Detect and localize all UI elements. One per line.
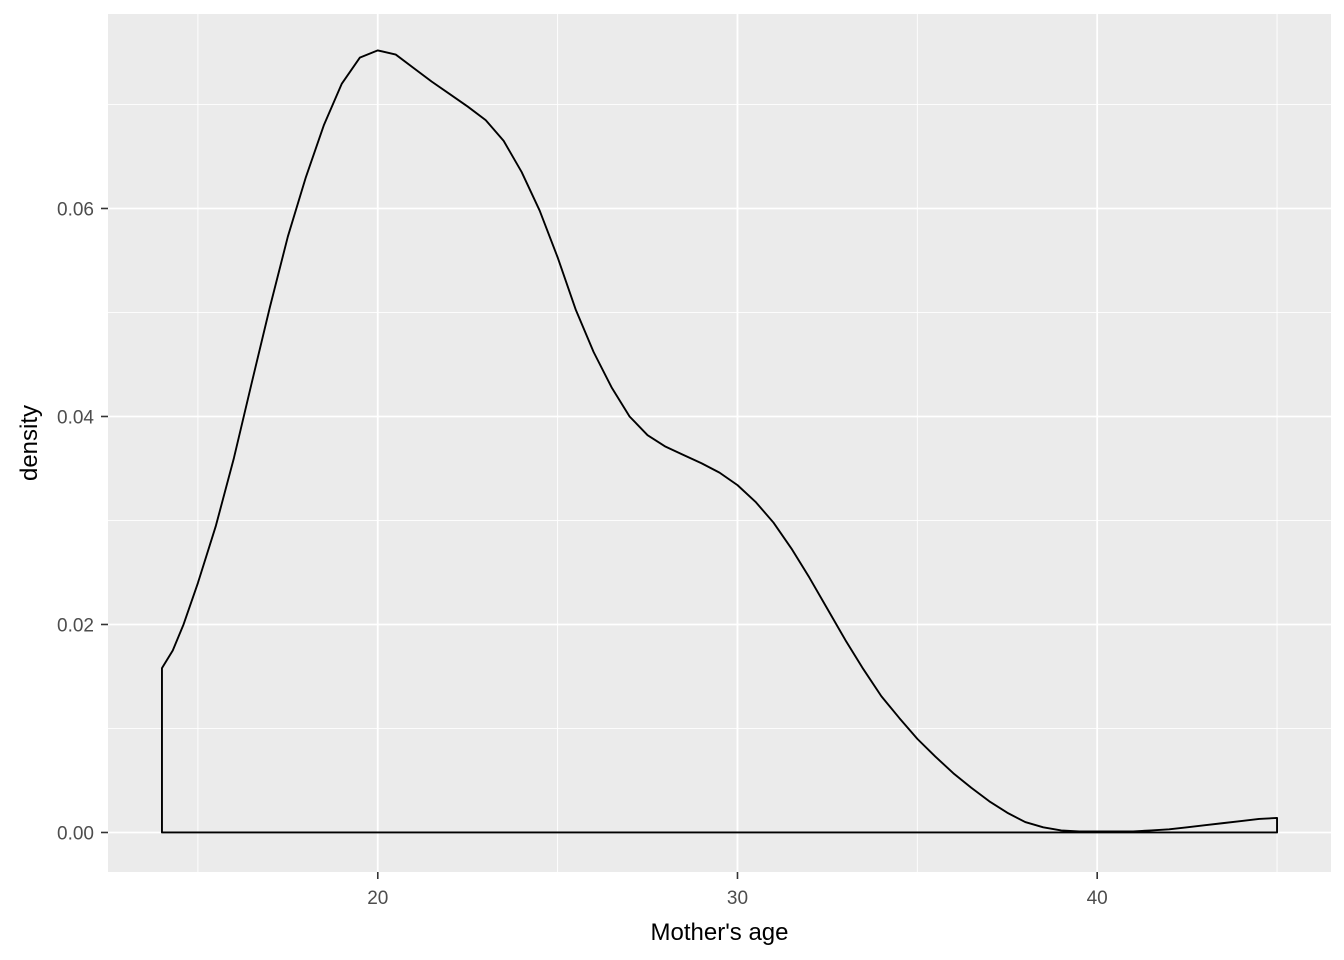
y-tick-label-1: 0.02 bbox=[57, 615, 94, 636]
axis-ticks bbox=[101, 207, 1098, 879]
y-tick-label-0: 0.00 bbox=[57, 823, 94, 844]
x-tick-label-0: 20 bbox=[367, 888, 388, 909]
x-axis-title: Mother's age bbox=[651, 919, 789, 946]
minor-gridlines bbox=[108, 14, 1331, 872]
y-tick-label-3: 0.06 bbox=[57, 199, 94, 220]
plot-panel bbox=[108, 14, 1331, 872]
y-tick-label-2: 0.04 bbox=[57, 407, 94, 428]
x-tick-label-2: 40 bbox=[1087, 888, 1108, 909]
y-axis-tick-labels: 0.00 0.02 0.04 0.06 bbox=[57, 199, 94, 844]
density-curve bbox=[161, 49, 1278, 834]
x-tick-label-1: 30 bbox=[727, 888, 748, 909]
x-axis-tick-labels: 20 30 40 bbox=[367, 888, 1108, 909]
y-axis-title: density bbox=[16, 405, 43, 481]
